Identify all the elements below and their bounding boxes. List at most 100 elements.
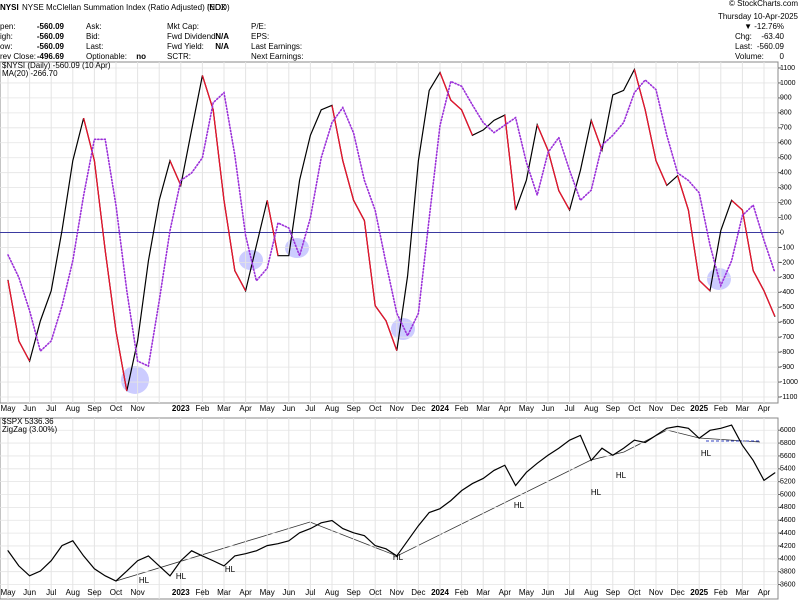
x-tick-label: Jun — [23, 404, 36, 413]
down-segment — [104, 250, 117, 332]
copyright: © StockCharts.com — [729, 0, 798, 8]
x-tick-label: Jun — [282, 404, 295, 413]
down-segment — [558, 190, 571, 211]
field-label: Optionable: — [86, 52, 127, 61]
x-tick-label: Jul — [46, 588, 56, 597]
down-segment — [266, 200, 279, 256]
down-segment — [363, 220, 376, 306]
x-tick-label: 2025 — [690, 588, 708, 597]
x-tick-label: Apr — [239, 404, 252, 413]
x-tick-label: May — [0, 404, 15, 413]
stat-value: -63.40 — [761, 32, 784, 41]
down-segment — [644, 109, 657, 161]
x-tick-label: Mar — [476, 404, 490, 413]
field-label: Fwd Dividend: — [167, 32, 218, 41]
field-label: Last Earnings: — [251, 42, 302, 51]
y-tick-label: 3600 — [780, 581, 796, 588]
x-tick-label: Nov — [130, 588, 144, 597]
x-tick-label: Dec — [411, 404, 425, 413]
field-value: -560.09 — [37, 32, 65, 41]
y-tick-label: -800 — [780, 349, 794, 356]
x-tick-label: Feb — [196, 404, 210, 413]
down-segment — [461, 109, 473, 136]
x-tick-label: Mar — [217, 588, 231, 597]
y-tick-label: -400 — [780, 289, 794, 296]
down-segment — [547, 150, 560, 191]
x-tick-label: 2023 — [172, 404, 190, 413]
x-tick-label: Aug — [584, 588, 598, 597]
down-segment — [212, 109, 225, 201]
field-label: Bid: — [86, 32, 100, 41]
y-tick-label: 4200 — [780, 543, 796, 550]
x-tick-label: Sep — [346, 588, 361, 597]
annotation: HL — [591, 488, 602, 497]
exchange: INDX — [207, 3, 227, 12]
indicator-label: ZigZag (3.00%) — [2, 425, 57, 434]
x-tick-label: Jul — [305, 404, 315, 413]
x-tick-label: Apr — [499, 588, 512, 597]
field-value: -496.69 — [37, 52, 65, 61]
y-tick-label: 300 — [780, 184, 792, 191]
x-tick-label: Feb — [714, 404, 728, 413]
legend-entry: $SPX 5336.36 — [2, 417, 54, 426]
field-label: Last: — [86, 42, 103, 51]
y-tick-label: 0 — [780, 229, 784, 236]
down-segment — [374, 305, 387, 322]
down-segment — [223, 200, 236, 271]
y-tick-label: -300 — [780, 274, 794, 281]
annotation: HL — [176, 572, 187, 581]
stat-value: 0 — [780, 52, 785, 61]
x-tick-label: Nov — [649, 404, 663, 413]
x-tick-label: May — [519, 404, 534, 413]
down-segment — [169, 160, 182, 186]
down-segment — [698, 279, 711, 292]
field-label: SCTR: — [167, 52, 191, 61]
x-tick-label: Apr — [239, 588, 252, 597]
stat-value: -560.09 — [757, 42, 785, 51]
down-segment — [590, 120, 603, 151]
y-tick-label: 4600 — [780, 517, 796, 524]
x-tick-label: Mar — [476, 588, 490, 597]
down-segment — [633, 69, 646, 111]
down-segment — [741, 209, 754, 271]
y-tick-label: -200 — [780, 259, 794, 266]
x-tick-label: Mar — [217, 404, 231, 413]
down-segment — [331, 105, 344, 161]
legend-entry: $NYSI (Daily) -560.09 (10 Apr) — [2, 61, 111, 70]
x-tick-label: Jun — [542, 588, 555, 597]
down-segment — [450, 99, 463, 111]
y-tick-label: -600 — [780, 319, 794, 326]
field-label: Ask: — [86, 22, 102, 31]
field-label: igh: — [0, 32, 13, 41]
field-label: ow: — [0, 42, 12, 51]
x-tick-label: Sep — [87, 588, 102, 597]
y-tick-label: 700 — [780, 125, 792, 132]
down-segment — [201, 75, 214, 111]
legend-entry: MA(20) -266.70 — [2, 69, 58, 78]
field-label: Fwd Yield: — [167, 42, 204, 51]
field-value: -560.09 — [37, 42, 65, 51]
x-tick-label: Feb — [196, 588, 210, 597]
stat-label: Chg: — [735, 32, 752, 41]
field-label: Next Earnings: — [251, 52, 303, 61]
x-tick-label: Jul — [46, 404, 56, 413]
x-tick-label: Sep — [346, 404, 361, 413]
field-value: no — [136, 52, 146, 61]
down-segment — [439, 72, 452, 101]
x-tick-label: Feb — [714, 588, 728, 597]
down-segment — [7, 280, 20, 342]
y-tick-label: 3800 — [780, 569, 796, 576]
x-tick-label: 2023 — [172, 588, 190, 597]
x-tick-label: Jun — [282, 588, 295, 597]
x-tick-label: Nov — [390, 588, 404, 597]
y-tick-label: 5000 — [780, 491, 796, 498]
annotation: HL — [514, 501, 525, 510]
y-tick-label: 200 — [780, 199, 792, 206]
x-tick-label: Nov — [390, 404, 404, 413]
annotation: HL — [701, 449, 712, 458]
x-tick-label: Sep — [87, 404, 102, 413]
y-tick-label: 1000 — [780, 80, 796, 87]
x-tick-label: Apr — [499, 404, 512, 413]
y-tick-label: 1100 — [780, 65, 795, 72]
y-tick-label: -1100 — [780, 394, 797, 401]
